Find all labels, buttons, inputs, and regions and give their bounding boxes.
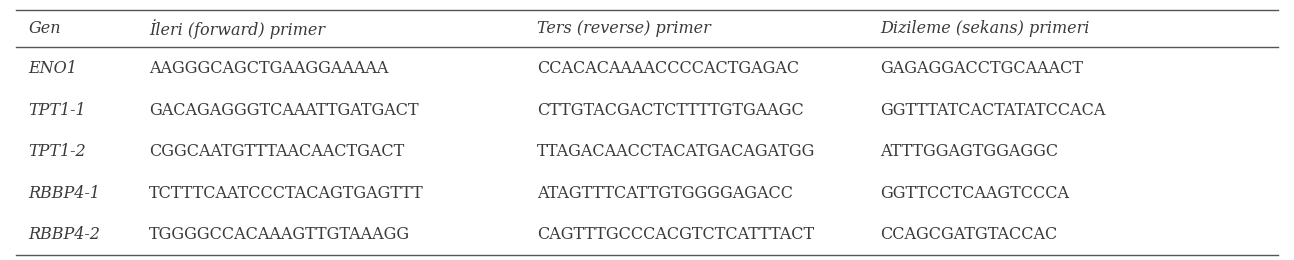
Text: CCACACAAAACCCCACTGAGAC: CCACACAAAACCCCACTGAGAC: [537, 60, 800, 77]
Text: TCTTTCAATCCCTACAGTGAGTTT: TCTTTCAATCCCTACAGTGAGTTT: [149, 185, 423, 202]
Text: CTTGTACGACTCTTTTGTGAAGC: CTTGTACGACTCTTTTGTGAAGC: [537, 102, 804, 119]
Text: TPT1-2: TPT1-2: [28, 143, 87, 160]
Text: CGGCAATGTTTAACAACTGACT: CGGCAATGTTTAACAACTGACT: [149, 143, 404, 160]
Text: Ters (reverse) primer: Ters (reverse) primer: [537, 20, 710, 37]
Text: ENO1: ENO1: [28, 60, 78, 77]
Text: ATTTGGAGTGGAGGC: ATTTGGAGTGGAGGC: [880, 143, 1058, 160]
Text: AAGGGCAGCTGAAGGAAAAA: AAGGGCAGCTGAAGGAAAAA: [149, 60, 388, 77]
Text: TGGGGCCACAAAGTTGTAAAGG: TGGGGCCACAAAGTTGTAAAGG: [149, 226, 410, 243]
Text: CAGTTTGCCCACGTCTCATTTACT: CAGTTTGCCCACGTCTCATTTACT: [537, 226, 814, 243]
Text: RBBP4-1: RBBP4-1: [28, 185, 101, 202]
Text: Gen: Gen: [28, 20, 61, 37]
Text: ATAGTTTCATTGTGGGGAGACC: ATAGTTTCATTGTGGGGAGACC: [537, 185, 793, 202]
Text: Dizileme (sekans) primeri: Dizileme (sekans) primeri: [880, 20, 1090, 37]
Text: GGTTCCTCAAGTCCCA: GGTTCCTCAAGTCCCA: [880, 185, 1069, 202]
Text: GACAGAGGGTCAAATTGATGACT: GACAGAGGGTCAAATTGATGACT: [149, 102, 418, 119]
Text: TTAGACAACCTACATGACAGATGG: TTAGACAACCTACATGACAGATGG: [537, 143, 815, 160]
Text: TPT1-1: TPT1-1: [28, 102, 87, 119]
Text: GAGAGGACCTGCAAACT: GAGAGGACCTGCAAACT: [880, 60, 1083, 77]
Text: CCAGCGATGTACCAC: CCAGCGATGTACCAC: [880, 226, 1057, 243]
Text: GGTTTATCACTATATCCACA: GGTTTATCACTATATCCACA: [880, 102, 1105, 119]
Text: İleri (forward) primer: İleri (forward) primer: [149, 19, 325, 38]
Text: RBBP4-2: RBBP4-2: [28, 226, 101, 243]
